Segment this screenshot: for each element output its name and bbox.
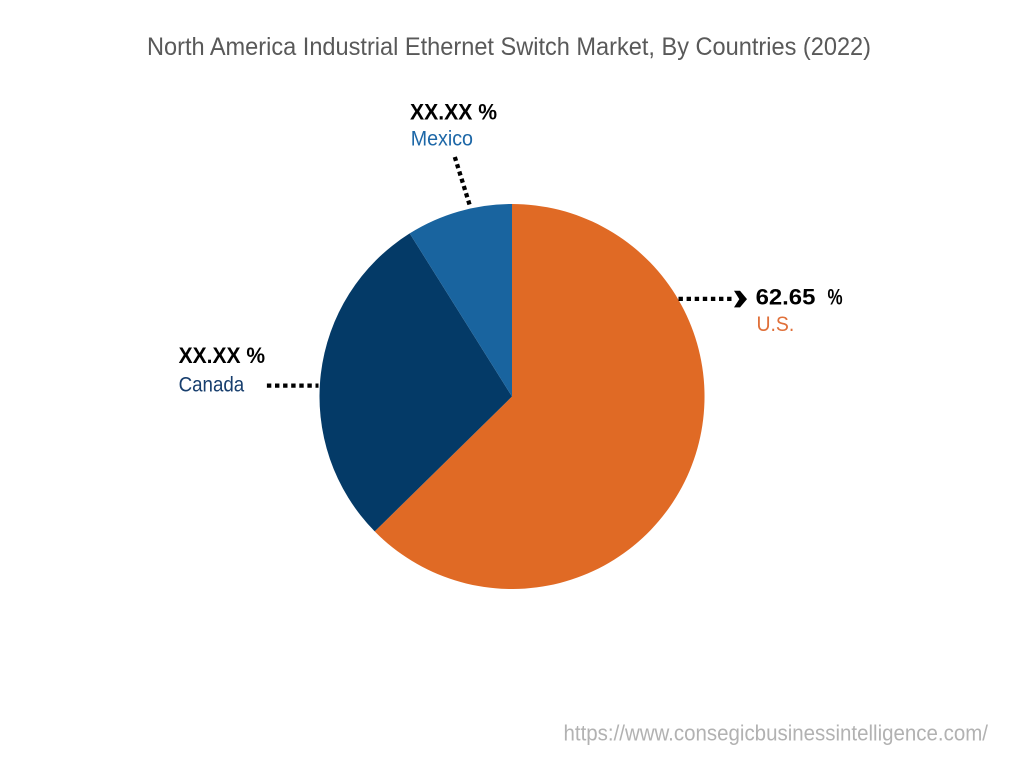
svg-text:62.65: 62.65 [756,285,816,310]
svg-text:%: % [828,285,843,310]
svg-text:https://www.consegicbusinessin: https://www.consegicbusinessintelligence… [564,721,989,746]
svg-text:Mexico: Mexico [411,128,473,151]
svg-text:XX.XX %: XX.XX % [179,343,265,368]
svg-text:U.S.: U.S. [757,313,795,336]
svg-text:North America Industrial Ether: North America Industrial Ethernet Switch… [147,33,871,61]
svg-text:Canada: Canada [179,374,245,397]
svg-text:XX.XX %: XX.XX % [410,99,497,124]
